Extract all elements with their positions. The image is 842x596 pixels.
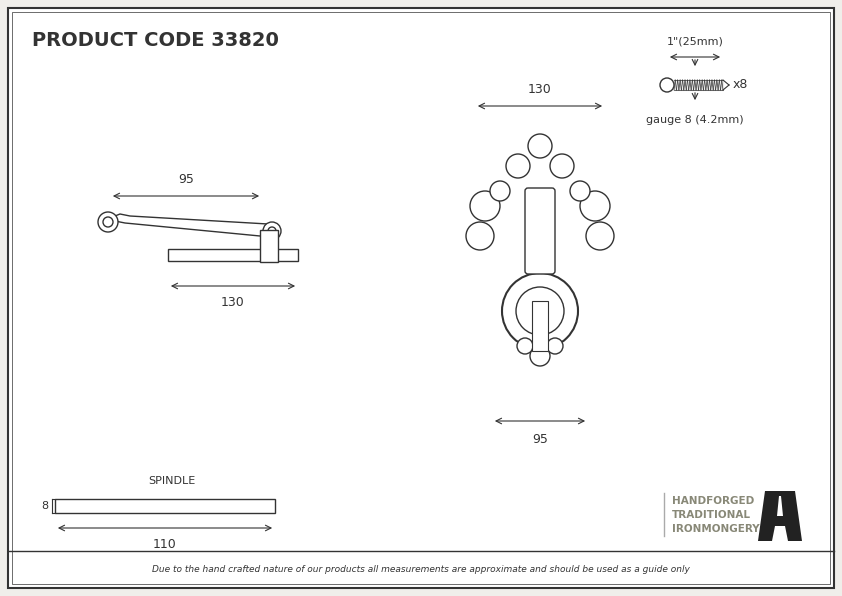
Circle shape — [98, 212, 118, 232]
Circle shape — [103, 217, 113, 227]
Text: Due to the hand crafted nature of our products all measurements are approximate : Due to the hand crafted nature of our pr… — [152, 564, 690, 573]
Circle shape — [263, 222, 281, 240]
Text: PRODUCT CODE 33820: PRODUCT CODE 33820 — [32, 32, 279, 51]
Text: x8: x8 — [733, 79, 749, 92]
Circle shape — [528, 134, 552, 158]
Text: IRONMONGERY: IRONMONGERY — [672, 524, 759, 534]
Text: 8: 8 — [41, 501, 49, 511]
Text: TRADITIONAL: TRADITIONAL — [672, 510, 751, 520]
Text: gauge 8 (4.2mm): gauge 8 (4.2mm) — [646, 115, 743, 125]
Text: HANDFORGED: HANDFORGED — [672, 496, 754, 506]
Text: 130: 130 — [528, 83, 552, 96]
Circle shape — [580, 191, 610, 221]
Circle shape — [550, 154, 574, 178]
Circle shape — [530, 346, 550, 366]
Circle shape — [516, 287, 564, 335]
Bar — [533, 196, 547, 316]
Circle shape — [268, 227, 276, 235]
Text: 95: 95 — [178, 173, 194, 186]
Polygon shape — [110, 214, 272, 236]
Circle shape — [547, 338, 563, 354]
Circle shape — [466, 222, 494, 250]
FancyBboxPatch shape — [525, 188, 555, 274]
Circle shape — [660, 78, 674, 92]
Circle shape — [502, 273, 578, 349]
Polygon shape — [777, 496, 783, 516]
Polygon shape — [758, 491, 802, 541]
Circle shape — [570, 181, 590, 201]
Text: 95: 95 — [532, 433, 548, 446]
Circle shape — [506, 154, 530, 178]
Bar — [532, 301, 548, 351]
Bar — [55, 499, 275, 513]
Circle shape — [470, 191, 500, 221]
Bar — [260, 230, 278, 262]
Bar — [168, 249, 298, 261]
Circle shape — [490, 181, 510, 201]
Circle shape — [586, 222, 614, 250]
Text: SPINDLE: SPINDLE — [148, 476, 195, 486]
Text: 1"(25mm): 1"(25mm) — [667, 37, 723, 47]
Text: 110: 110 — [153, 538, 177, 551]
Text: 130: 130 — [221, 296, 245, 309]
Circle shape — [517, 338, 533, 354]
